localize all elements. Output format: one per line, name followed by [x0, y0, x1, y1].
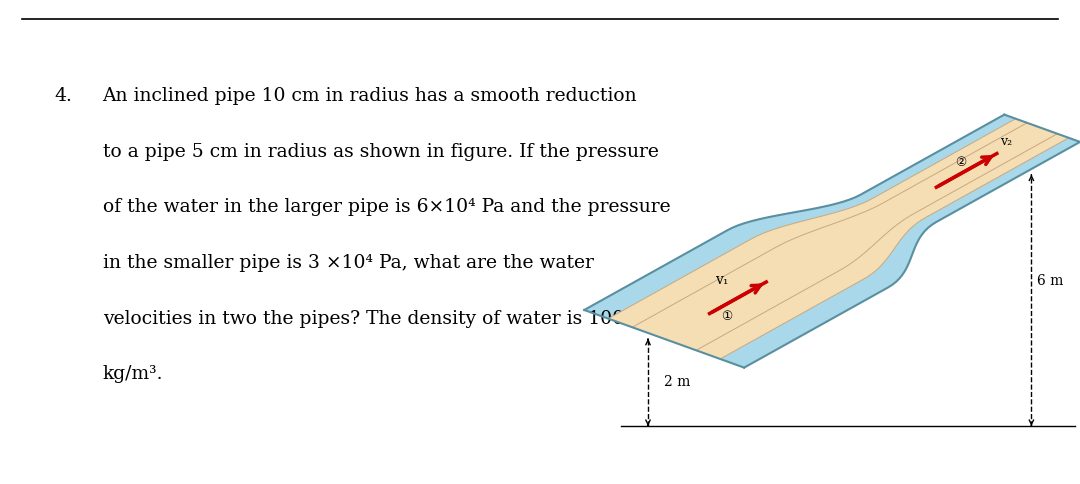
- Text: to a pipe 5 cm in radius as shown in figure. If the pressure: to a pipe 5 cm in radius as shown in fig…: [103, 143, 659, 161]
- Text: in the smaller pipe is 3 ×10⁴ Pa, what are the water: in the smaller pipe is 3 ×10⁴ Pa, what a…: [103, 254, 594, 272]
- Text: An inclined pipe 10 cm in radius has a smooth reduction: An inclined pipe 10 cm in radius has a s…: [103, 87, 637, 105]
- Polygon shape: [632, 123, 1057, 350]
- Polygon shape: [584, 115, 1080, 368]
- Text: v₂: v₂: [1000, 135, 1012, 148]
- Text: of the water in the larger pipe is 6×10⁴ Pa and the pressure: of the water in the larger pipe is 6×10⁴…: [103, 198, 671, 216]
- Text: velocities in two the pipes? The density of water is 1000: velocities in two the pipes? The density…: [103, 310, 636, 328]
- Text: ②: ②: [956, 156, 967, 169]
- Text: v₁: v₁: [715, 273, 728, 287]
- Text: ①: ①: [721, 310, 732, 322]
- Text: kg/m³.: kg/m³.: [103, 365, 163, 383]
- Text: 4.: 4.: [54, 87, 72, 105]
- Text: 2 m: 2 m: [664, 376, 690, 389]
- Polygon shape: [608, 119, 1069, 359]
- Text: 6 m: 6 m: [1037, 274, 1063, 288]
